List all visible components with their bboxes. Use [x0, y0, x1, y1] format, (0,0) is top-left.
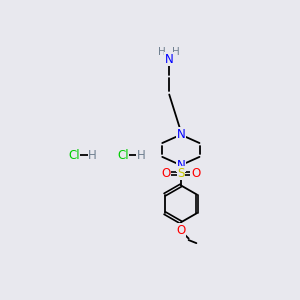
Text: S: S	[177, 167, 184, 180]
Text: O: O	[161, 167, 171, 180]
Text: H: H	[158, 47, 166, 57]
Text: N: N	[165, 52, 174, 66]
Text: N: N	[176, 159, 185, 172]
Text: H: H	[88, 149, 97, 162]
Text: O: O	[176, 224, 185, 236]
Text: O: O	[191, 167, 200, 180]
Text: Cl: Cl	[68, 149, 80, 162]
Text: H: H	[172, 47, 180, 57]
Text: H: H	[137, 149, 146, 162]
Text: Cl: Cl	[117, 149, 129, 162]
Text: N: N	[176, 128, 185, 141]
